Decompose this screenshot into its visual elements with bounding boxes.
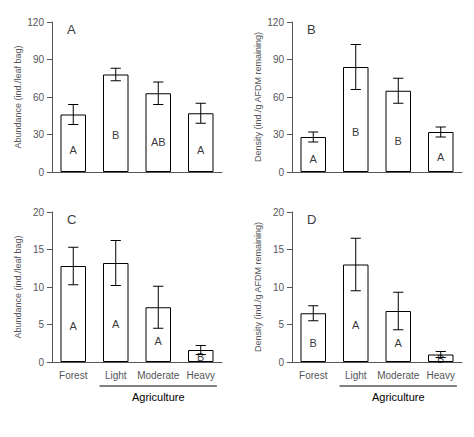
svg-text:20: 20 [33,207,45,218]
svg-text:Agriculture: Agriculture [132,391,185,403]
svg-text:B: B [310,337,317,349]
svg-text:Density (ind./g AFDM remaining: Density (ind./g AFDM remaining) [253,222,263,352]
svg-text:15: 15 [33,244,45,255]
svg-text:A: A [70,144,78,156]
svg-text:Light: Light [345,370,367,381]
svg-text:120: 120 [27,17,44,28]
svg-text:A: A [437,151,445,163]
svg-text:A: A [352,319,360,331]
svg-text:10: 10 [273,282,285,293]
svg-text:B: B [197,351,204,363]
svg-text:A: A [70,320,78,332]
svg-text:5: 5 [38,319,44,330]
svg-text:D: D [307,212,316,227]
svg-text:90: 90 [273,54,285,65]
svg-text:120: 120 [267,17,284,28]
svg-text:A: A [112,318,120,330]
svg-text:10: 10 [33,282,45,293]
svg-text:Abundance (ind./leaf bag): Abundance (ind./leaf bag) [13,45,23,148]
svg-text:15: 15 [273,244,285,255]
svg-text:A: A [155,335,163,347]
svg-text:30: 30 [33,129,45,140]
svg-text:0: 0 [278,357,284,368]
svg-text:C: C [67,212,76,227]
svg-text:30: 30 [273,129,285,140]
svg-text:Forest: Forest [59,370,88,381]
svg-text:B: B [112,129,119,141]
svg-text:B: B [437,353,444,365]
svg-text:20: 20 [273,207,285,218]
svg-text:B: B [395,135,402,147]
svg-text:A: A [310,153,318,165]
svg-text:Light: Light [105,370,127,381]
svg-text:AB: AB [151,136,166,148]
svg-text:A: A [197,144,205,156]
svg-text:Forest: Forest [299,370,328,381]
svg-text:90: 90 [33,54,45,65]
svg-text:0: 0 [38,167,44,178]
svg-text:Moderate: Moderate [377,370,420,381]
svg-text:B: B [352,126,359,138]
svg-text:Abundance (ind./leaf bag): Abundance (ind./leaf bag) [13,235,23,338]
svg-text:Heavy: Heavy [187,370,215,381]
svg-text:Heavy: Heavy [427,370,455,381]
svg-text:60: 60 [33,92,45,103]
svg-text:A: A [67,22,76,37]
svg-text:Moderate: Moderate [137,370,180,381]
svg-text:A: A [395,337,403,349]
svg-text:B: B [307,22,316,37]
svg-text:60: 60 [273,92,285,103]
svg-text:Agriculture: Agriculture [372,391,425,403]
svg-text:Density (ind./g AFDM remaining: Density (ind./g AFDM remaining) [253,32,263,162]
svg-text:0: 0 [278,167,284,178]
svg-text:5: 5 [278,319,284,330]
svg-text:0: 0 [38,357,44,368]
